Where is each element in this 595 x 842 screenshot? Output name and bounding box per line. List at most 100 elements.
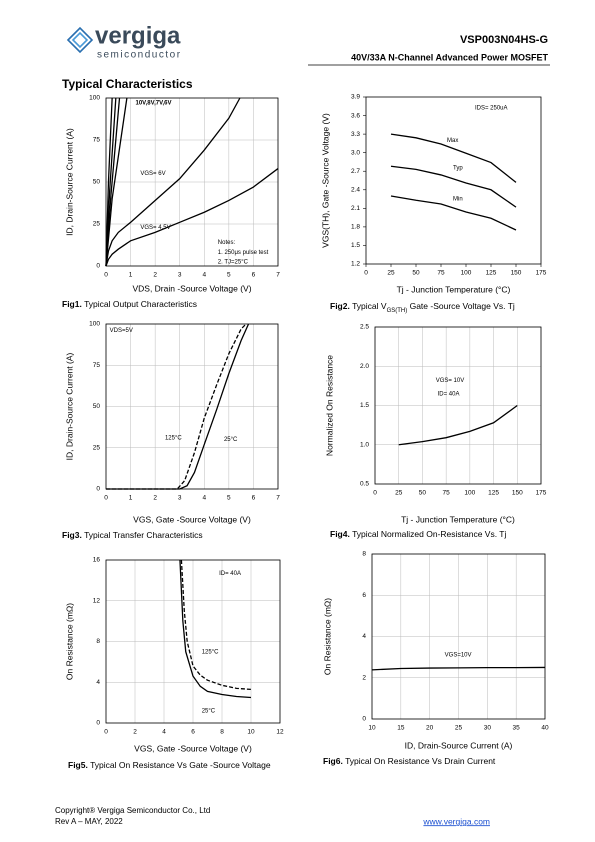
y-tick-label: 100 [89, 321, 100, 328]
caption-text: Gate -Source Voltage Vs. Tj [407, 301, 515, 311]
caption-text: Typical Output Characteristics [84, 299, 197, 309]
caption-text: Typical Normalized On-Resistance Vs. Tj [352, 529, 506, 539]
caption-text: Typical Transfer Characteristics [84, 530, 203, 540]
y-tick-label: 4 [96, 679, 100, 686]
annotation: ID= 40A [219, 571, 241, 577]
caption-label: Fig1. [62, 299, 82, 309]
x-tick-label: 30 [484, 725, 492, 732]
x-tick-label: 2 [153, 495, 157, 502]
annotation: IDS= 250uA [475, 106, 508, 112]
y-axis-title: ID, Drain-Source Current (A) [64, 352, 74, 460]
x-tick-label: 1 [129, 272, 133, 279]
website-link[interactable]: www.vergiga.com [422, 816, 490, 826]
chart: 0 1 2 3 4 5 6 7 0 25 50 75 100 10V,8V,7V,6V VGS= 6V VGS… [62, 95, 280, 310]
logo-text: vergiga [95, 22, 181, 49]
y-tick-label: 0 [96, 486, 100, 493]
annotation: VGS=10V [445, 653, 472, 659]
y-tick-label: 75 [93, 362, 101, 369]
plot-frame [105, 323, 279, 490]
x-tick-label: 5 [227, 272, 231, 279]
x-tick-label: 50 [412, 270, 420, 277]
y-axis-title: ID, Drain-Source Current (A) [64, 128, 74, 236]
chart: 0 2 4 6 8 10 12 0 4 8 12 16 125°C 25°C ID= 40A VGS, Gat… [64, 557, 284, 771]
revision: Rev A – MAY, 2022 [55, 817, 123, 826]
x-tick-label: 25 [387, 270, 395, 277]
y-tick-label: 0 [96, 263, 100, 270]
figure-caption: Fig2. Typical VGS(TH) Gate -Source Volta… [330, 301, 515, 313]
annotation: ID= 40A [438, 391, 460, 397]
y-axis-title: Normalized On Resistance [324, 355, 334, 456]
x-tick-label: 0 [104, 495, 108, 502]
annotation: 1. 250μs pulse test [218, 250, 269, 256]
x-tick-label: 10 [368, 725, 376, 732]
figure-caption: Fig1. Typical Output Characteristics [62, 299, 197, 309]
caption-text: Typical On Resistance Vs Gate -Source Vo… [90, 760, 271, 770]
x-tick-label: 25 [455, 725, 463, 732]
x-tick-label: 150 [511, 270, 522, 277]
plot-frame [374, 326, 542, 485]
y-tick-label: 1.5 [360, 402, 369, 409]
y-tick-label: 3.3 [351, 131, 360, 138]
x-tick-label: 150 [512, 490, 523, 497]
y-tick-label: 4 [362, 633, 366, 640]
y-tick-label: 1.0 [360, 441, 369, 448]
series-line [179, 559, 252, 699]
annotation: VGS= 6V [140, 171, 165, 177]
y-tick-label: 3.6 [351, 112, 360, 119]
x-tick-label: 4 [202, 272, 206, 279]
x-tick-label: 100 [464, 490, 475, 497]
y-tick-label: 0.5 [360, 481, 369, 488]
part-number: VSP003N04HS-G [460, 34, 548, 46]
caption-text: Typical V [352, 301, 387, 311]
x-tick-label: 10 [247, 729, 255, 736]
annotation: 2. TJ=25°C [218, 259, 249, 265]
logo-icon [66, 26, 94, 54]
x-tick-label: 0 [104, 729, 108, 736]
x-axis-title: VDS, Drain -Source Voltage (V) [132, 283, 251, 293]
figure-caption: Fig3. Typical Transfer Characteristics [62, 530, 203, 540]
series-line [398, 404, 518, 446]
y-tick-label: 2.0 [360, 363, 369, 370]
caption-subscript: GS(TH) [387, 308, 408, 314]
y-tick-label: 0 [96, 720, 100, 727]
figure-caption: Fig4. Typical Normalized On-Resistance V… [330, 529, 506, 539]
y-tick-label: 8 [362, 551, 366, 558]
y-tick-label: 2.7 [351, 168, 360, 175]
x-axis-title: Tj - Junction Temperature (°C) [401, 514, 515, 524]
annotation: VGS= 10V [436, 378, 465, 384]
y-tick-label: 16 [93, 557, 101, 564]
annotation: Notes: [218, 240, 236, 246]
x-tick-label: 4 [202, 495, 206, 502]
plot-frame [371, 553, 546, 720]
plot-frame [105, 559, 281, 724]
x-tick-label: 175 [536, 270, 547, 277]
x-tick-label: 0 [104, 272, 108, 279]
x-tick-label: 1 [129, 495, 133, 502]
x-tick-label: 0 [364, 270, 368, 277]
x-tick-label: 6 [252, 272, 256, 279]
series-label: 25°C [224, 437, 238, 443]
x-tick-label: 50 [419, 490, 427, 497]
series-label: 125°C [202, 649, 219, 655]
chart: 0 1 2 3 4 5 6 7 0 25 50 75 100 125°C 25°C VDS=5V VGS, Ga… [62, 321, 280, 541]
series-line [105, 97, 128, 267]
plot-frame [105, 97, 279, 267]
y-axis-title: On Resistance (mΩ) [322, 598, 332, 675]
figure-caption: Fig6. Typical On Resistance Vs Drain Cur… [323, 756, 496, 766]
y-tick-label: 2.1 [351, 205, 360, 212]
figure-caption: Fig5. Typical On Resistance Vs Gate -Sou… [68, 760, 271, 770]
y-axis-title: On Resistance (mΩ) [64, 603, 74, 680]
part-description: 40V/33A N-Channel Advanced Power MOSFET [351, 52, 548, 62]
x-axis-title: VGS, Gate -Source Voltage (V) [133, 514, 251, 524]
x-axis-title: VGS, Gate -Source Voltage (V) [134, 743, 252, 753]
series-line [180, 559, 252, 691]
y-tick-label: 2.5 [360, 324, 369, 331]
x-axis-title: Tj - Junction Temperature (°C) [397, 284, 511, 294]
y-tick-label: 1.8 [351, 224, 360, 231]
series-line [371, 666, 546, 671]
caption-text: Typical On Resistance Vs Drain Current [345, 756, 496, 766]
y-tick-label: 50 [93, 179, 101, 186]
y-tick-label: 8 [96, 638, 100, 645]
series-label: Max [447, 138, 458, 144]
